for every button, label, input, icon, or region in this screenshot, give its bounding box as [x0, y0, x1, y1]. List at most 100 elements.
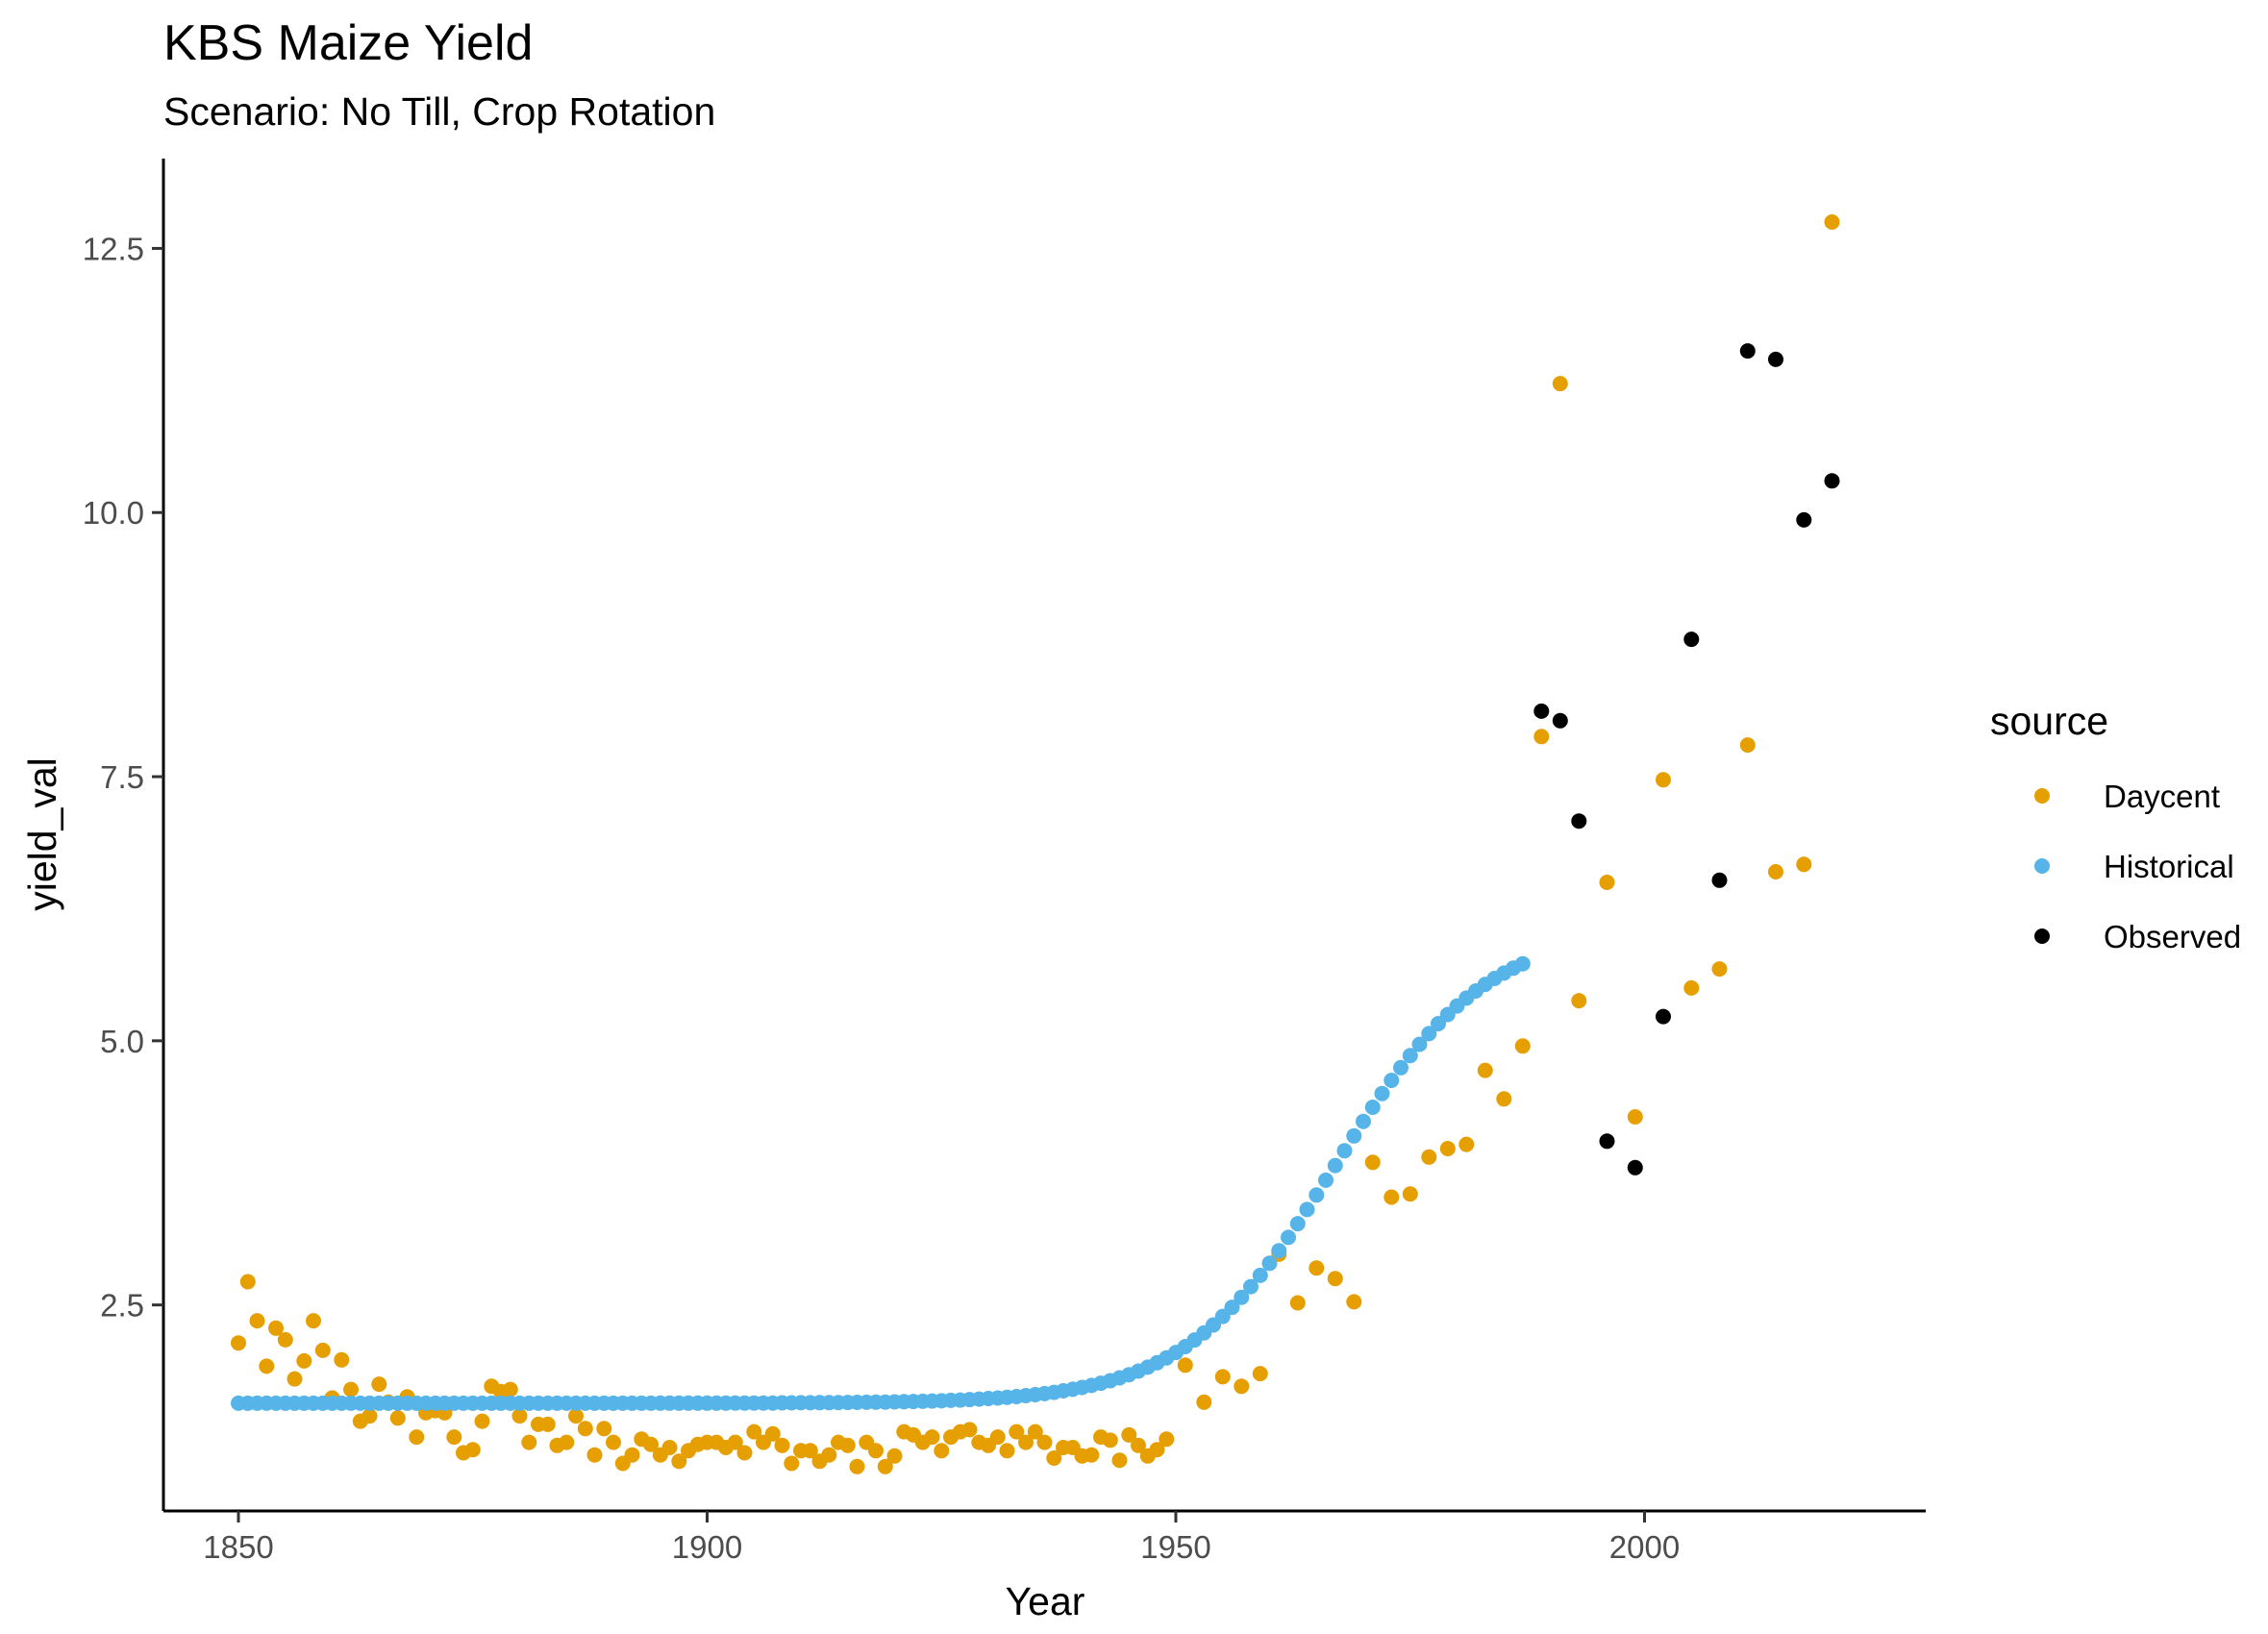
data-point — [511, 1408, 528, 1424]
data-point — [1121, 1426, 1137, 1443]
data-point — [1824, 214, 1840, 230]
data-point — [1327, 1157, 1343, 1174]
chart-subtitle: Scenario: No Till, Crop Rotation — [163, 89, 715, 134]
data-point — [1261, 1255, 1278, 1272]
data-point — [1824, 473, 1840, 489]
data-point — [1768, 864, 1783, 879]
data-point — [1739, 343, 1756, 359]
data-point — [502, 1381, 518, 1398]
data-point — [1214, 1369, 1231, 1385]
data-point — [1318, 1172, 1333, 1188]
legend-label: Observed — [2104, 919, 2241, 954]
data-point — [1009, 1424, 1025, 1440]
data-point — [1627, 1109, 1643, 1125]
data-point — [409, 1429, 425, 1446]
data-point — [361, 1408, 378, 1424]
data-point — [1281, 1229, 1296, 1246]
data-point — [296, 1352, 312, 1369]
data-point — [1243, 1278, 1259, 1295]
legend-key-historical — [2034, 858, 2050, 874]
data-point — [239, 1274, 256, 1290]
data-point — [606, 1434, 621, 1450]
data-point — [1496, 1091, 1512, 1107]
data-point — [231, 1335, 246, 1351]
data-point — [1533, 729, 1550, 745]
data-point — [586, 1447, 603, 1463]
data-point — [1159, 1431, 1175, 1448]
x-ticks: 1850 1900 1950 2000 — [203, 1511, 1680, 1565]
data-point — [1027, 1424, 1043, 1440]
data-point — [774, 1437, 790, 1453]
data-point — [934, 1443, 950, 1459]
data-point — [877, 1458, 893, 1474]
data-point — [1768, 351, 1783, 367]
data-point — [1102, 1432, 1118, 1448]
data-point — [1796, 511, 1812, 528]
legend-title: source — [1990, 699, 2108, 743]
data-point — [1327, 1271, 1343, 1287]
series-daycent — [231, 214, 1840, 1474]
data-point — [1411, 1036, 1428, 1052]
data-point — [268, 1320, 284, 1336]
data-point — [1458, 1136, 1475, 1152]
data-point — [1346, 1127, 1362, 1144]
data-point — [1084, 1447, 1100, 1463]
data-point — [961, 1422, 978, 1438]
data-point — [746, 1424, 762, 1440]
y-tick-label: 7.5 — [100, 759, 144, 795]
data-point — [1224, 1300, 1240, 1316]
data-point — [277, 1331, 293, 1348]
data-point — [1271, 1243, 1287, 1259]
legend: source Daycent Historical Observed — [1990, 699, 2241, 954]
data-point — [577, 1421, 593, 1437]
y-tick-label: 12.5 — [83, 231, 144, 266]
data-point — [314, 1342, 331, 1358]
data-point — [568, 1408, 584, 1424]
data-point — [1252, 1267, 1268, 1283]
data-point — [596, 1421, 612, 1437]
data-point — [464, 1442, 481, 1458]
data-point — [624, 1447, 640, 1463]
series-observed — [1533, 343, 1840, 1176]
data-point — [1402, 1048, 1418, 1064]
series-historical — [231, 955, 1531, 1411]
data-point — [661, 1440, 678, 1455]
y-tick-label: 2.5 — [100, 1288, 144, 1324]
data-point — [1402, 1186, 1418, 1202]
data-point — [539, 1416, 556, 1432]
data-point — [1571, 993, 1587, 1009]
data-point — [1252, 1366, 1268, 1382]
data-point — [1421, 1026, 1437, 1042]
data-point — [1336, 1143, 1353, 1159]
data-point — [1234, 1289, 1250, 1305]
x-tick-label: 2000 — [1609, 1529, 1680, 1565]
data-point — [1739, 737, 1756, 754]
data-point — [1571, 813, 1587, 829]
data-point — [989, 1429, 1006, 1446]
data-point — [886, 1448, 903, 1464]
y-ticks: 2.5 5.0 7.5 10.0 12.5 — [83, 231, 163, 1324]
y-tick-label: 10.0 — [83, 495, 144, 531]
data-point — [1036, 1434, 1053, 1450]
data-point — [839, 1437, 856, 1453]
data-point — [868, 1443, 884, 1459]
data-point — [474, 1413, 490, 1429]
legend-key-daycent — [2034, 788, 2050, 804]
data-point — [1131, 1437, 1146, 1453]
data-point — [736, 1445, 753, 1461]
data-point — [306, 1313, 321, 1329]
data-point — [1018, 1434, 1034, 1450]
data-point — [1627, 1159, 1643, 1176]
data-point — [371, 1376, 387, 1393]
data-point — [1356, 1113, 1371, 1129]
data-point — [1299, 1201, 1315, 1218]
data-point — [1196, 1394, 1212, 1410]
data-point — [784, 1455, 800, 1472]
data-point — [1393, 1059, 1408, 1076]
data-point — [1308, 1187, 1325, 1203]
data-point — [1289, 1295, 1306, 1311]
data-point — [1711, 961, 1728, 978]
data-point — [1514, 955, 1531, 972]
y-tick-label: 5.0 — [100, 1024, 144, 1059]
